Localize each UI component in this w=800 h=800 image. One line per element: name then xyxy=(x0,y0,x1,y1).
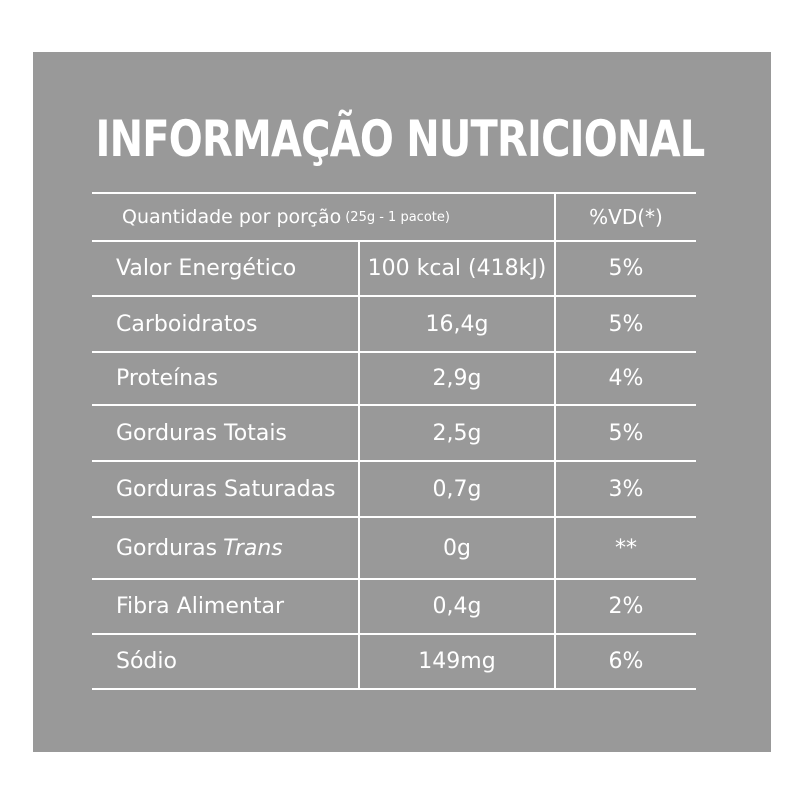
table-row: Sódio 149mg 6% xyxy=(92,635,696,690)
nutrient-amount: 0g xyxy=(443,535,471,561)
portion-label: Quantidade por porção xyxy=(122,206,342,228)
table-header-row: Quantidade por porção (25g - 1 pacote) %… xyxy=(92,194,696,242)
table-row: Gorduras Trans 0g ** xyxy=(92,518,696,580)
column-divider xyxy=(358,518,360,578)
column-divider xyxy=(554,297,556,351)
nutrient-vd: ** xyxy=(615,535,637,561)
nutrient-amount: 100 kcal (418kJ) xyxy=(367,256,547,281)
column-divider xyxy=(554,353,556,404)
nutrient-name-prefix: Gorduras xyxy=(116,535,218,561)
table-row: Gorduras Saturadas 0,7g 3% xyxy=(92,462,696,518)
column-divider xyxy=(554,462,556,516)
nutrient-name: Gorduras Trans xyxy=(116,518,283,578)
table-row: Proteínas 2,9g 4% xyxy=(92,353,696,406)
nutrition-panel xyxy=(33,52,771,752)
table-row: Valor Energético 100 kcal (418kJ) 5% xyxy=(92,242,696,297)
column-divider xyxy=(358,242,360,295)
column-divider xyxy=(358,580,360,633)
page-title: INFORMAÇÃO NUTRICIONAL xyxy=(95,110,706,168)
column-divider xyxy=(554,406,556,460)
nutrient-amount: 16,4g xyxy=(425,311,489,337)
column-divider xyxy=(358,406,360,460)
nutrient-vd: 4% xyxy=(608,366,644,391)
nutrient-vd: 5% xyxy=(608,311,644,337)
nutrient-vd: 6% xyxy=(608,649,644,674)
nutrient-amount: 0,4g xyxy=(432,594,482,619)
column-divider xyxy=(554,194,556,240)
nutrient-name: Valor Energético xyxy=(116,256,297,281)
nutrient-name: Proteínas xyxy=(116,366,219,391)
nutrient-vd: 5% xyxy=(608,420,644,446)
nutrient-amount: 149mg xyxy=(418,649,496,674)
nutrient-vd: 5% xyxy=(608,256,644,281)
nutrient-name: Sódio xyxy=(116,649,177,674)
nutrient-amount: 2,9g xyxy=(432,366,482,391)
column-divider xyxy=(358,297,360,351)
nutrient-vd: 2% xyxy=(608,594,644,619)
column-divider xyxy=(358,353,360,404)
column-divider xyxy=(554,580,556,633)
column-divider xyxy=(554,242,556,295)
portion-detail: (25g - 1 pacote) xyxy=(345,209,450,225)
column-divider xyxy=(358,462,360,516)
column-divider xyxy=(554,635,556,688)
nutrient-name: Gorduras Totais xyxy=(116,420,287,446)
nutrient-name: Gorduras Saturadas xyxy=(116,476,336,502)
nutrition-table: Quantidade por porção (25g - 1 pacote) %… xyxy=(92,192,696,690)
vd-header: %VD(*) xyxy=(589,205,663,229)
column-divider xyxy=(358,635,360,688)
nutrient-vd: 3% xyxy=(608,476,644,502)
nutrient-amount: 0,7g xyxy=(432,476,482,502)
table-row: Carboidratos 16,4g 5% xyxy=(92,297,696,353)
nutrient-name-italic: Trans xyxy=(223,535,283,561)
nutrient-amount: 2,5g xyxy=(432,420,482,446)
nutrient-name: Carboidratos xyxy=(116,311,258,337)
nutrient-name: Fibra Alimentar xyxy=(116,594,284,619)
portion-header: Quantidade por porção (25g - 1 pacote) xyxy=(122,194,556,240)
table-row: Fibra Alimentar 0,4g 2% xyxy=(92,580,696,635)
column-divider xyxy=(554,518,556,578)
table-row: Gorduras Totais 2,5g 5% xyxy=(92,406,696,462)
